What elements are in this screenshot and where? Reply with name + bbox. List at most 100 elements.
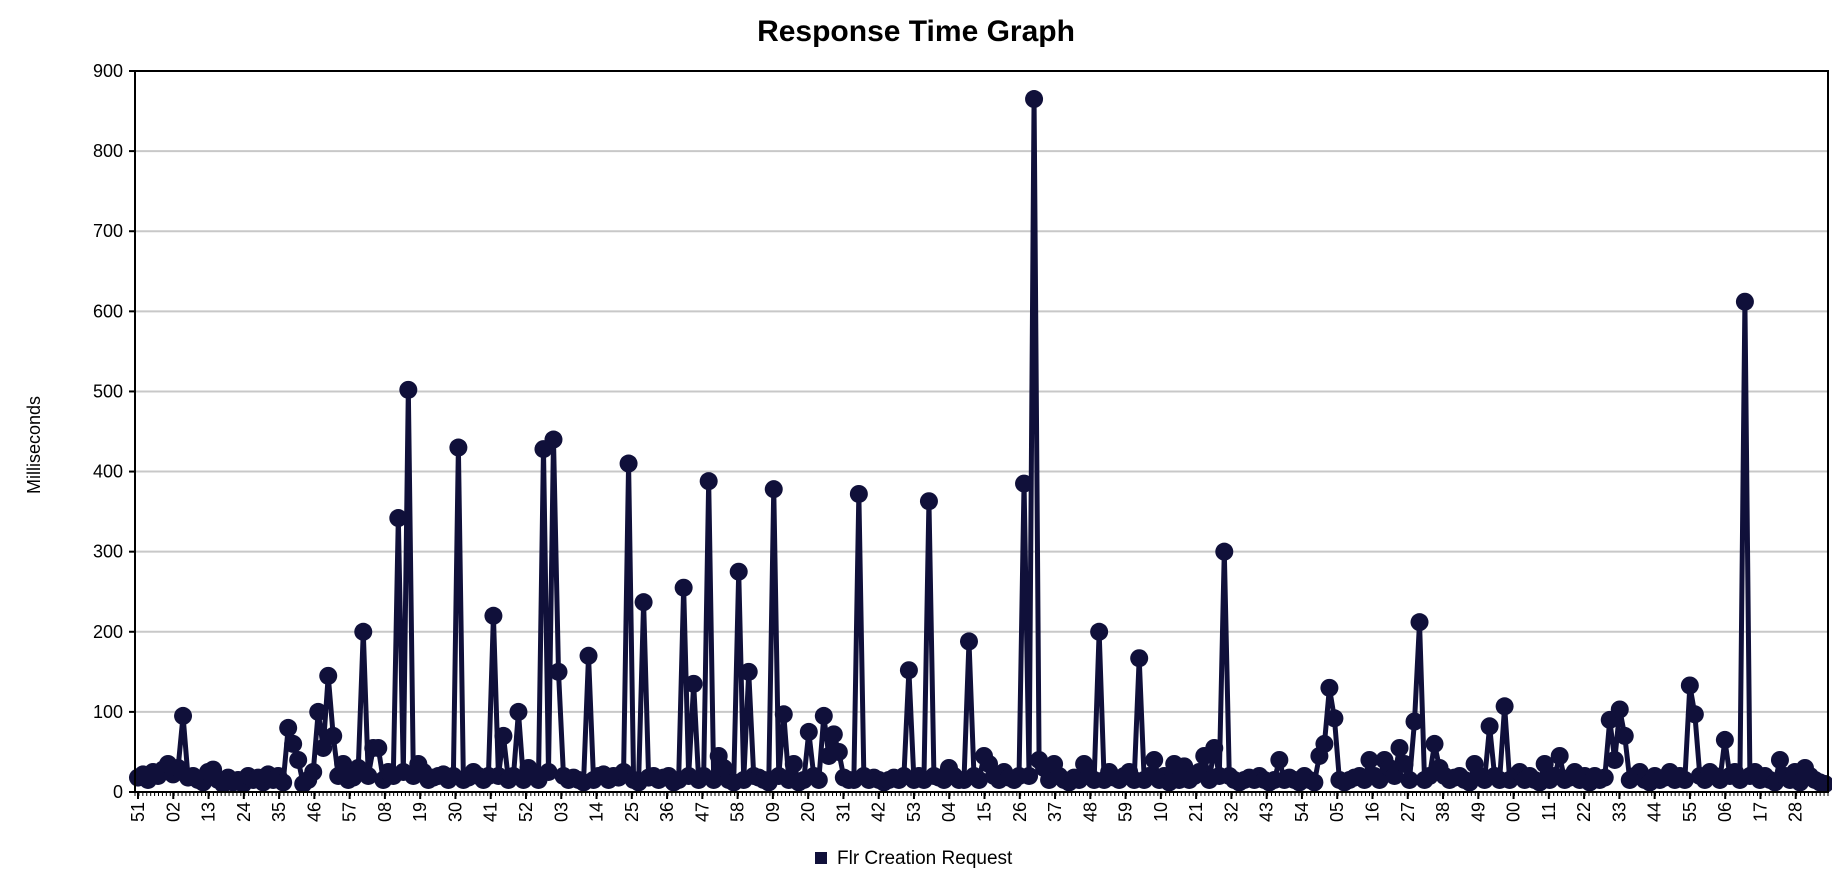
- data-point: [304, 762, 323, 781]
- data-point: [1025, 90, 1044, 109]
- y-tick-label: 300: [93, 542, 123, 562]
- x-tick-label: 04: [939, 802, 959, 822]
- data-point: [764, 480, 783, 499]
- data-point: [354, 622, 373, 641]
- x-tick-label: 28: [1786, 802, 1806, 822]
- x-tick-label: 59: [1116, 802, 1136, 822]
- x-tick-label: 35: [269, 802, 289, 822]
- x-tick-label: 06: [1715, 802, 1735, 822]
- y-tick-label: 500: [93, 381, 123, 401]
- x-tick-label: 46: [304, 802, 324, 822]
- data-point: [1675, 770, 1694, 789]
- x-tick-label: 38: [1433, 802, 1453, 822]
- data-point: [449, 438, 468, 457]
- data-point: [279, 718, 298, 737]
- x-tick-label: 14: [587, 802, 607, 822]
- data-point: [1595, 768, 1614, 787]
- y-tick-label: 400: [93, 462, 123, 482]
- x-tick-label: 49: [1468, 802, 1488, 822]
- data-point: [1315, 734, 1334, 753]
- x-tick-label: 24: [234, 802, 254, 822]
- x-tick-label: 20: [798, 802, 818, 822]
- legend-label: Flr Creation Request: [837, 848, 1013, 869]
- data-point: [389, 509, 408, 528]
- data-point: [484, 606, 503, 625]
- data-point: [824, 725, 843, 744]
- x-tick-label: 53: [904, 802, 924, 822]
- data-point: [1305, 773, 1324, 792]
- data-point: [959, 632, 978, 651]
- data-point: [494, 726, 513, 745]
- x-tick-label: 51: [128, 802, 148, 822]
- data-point: [729, 562, 748, 581]
- x-tick-label: 22: [1574, 802, 1594, 822]
- data-point: [809, 770, 828, 789]
- x-tick-label: 54: [1292, 802, 1312, 822]
- y-tick-label: 100: [93, 702, 123, 722]
- data-point: [1680, 676, 1699, 695]
- data-point: [1405, 712, 1424, 731]
- x-tick-label: 52: [516, 802, 536, 822]
- data-point: [1395, 754, 1414, 773]
- x-tick-label: 21: [1186, 802, 1206, 822]
- x-tick-label: 17: [1750, 802, 1770, 822]
- data-point: [1385, 766, 1404, 785]
- data-point: [579, 646, 598, 665]
- data-point: [539, 762, 558, 781]
- gridlines: [135, 150, 1828, 713]
- y-axis-label: Milliseconds: [24, 396, 44, 494]
- data-point: [509, 702, 528, 721]
- data-point: [1360, 750, 1379, 769]
- data-point: [1370, 770, 1389, 789]
- data-point: [1090, 622, 1109, 641]
- data-point: [684, 674, 703, 693]
- x-axis-ticks: 51 02 13 24 35 46 57 08 19 30 41 52 03 14 25 36 47 58 09 20…: [128, 792, 1829, 822]
- x-tick-label: 10: [1151, 802, 1171, 822]
- y-axis-ticks: 0 100 200 300 400 500 600 700 800 900: [93, 61, 135, 802]
- x-tick-label: 19: [410, 802, 430, 822]
- data-point: [1715, 730, 1734, 749]
- data-point: [544, 430, 563, 449]
- x-tick-label: 41: [481, 802, 501, 822]
- legend: Flr Creation Request: [815, 848, 1013, 869]
- data-point: [1480, 717, 1499, 736]
- x-tick-label: 08: [375, 802, 395, 822]
- data-point: [970, 770, 988, 789]
- series-flr-creation-request: [129, 90, 1832, 793]
- data-point: [919, 492, 938, 511]
- data-point: [1615, 726, 1634, 745]
- y-tick-label: 900: [93, 61, 123, 81]
- x-tick-label: 03: [551, 802, 571, 822]
- x-tick-label: 30: [445, 802, 465, 822]
- x-tick-label: 26: [1010, 802, 1030, 822]
- data-point: [634, 593, 653, 612]
- x-tick-label: 15: [975, 802, 995, 822]
- x-tick-label: 11: [1539, 802, 1559, 821]
- data-point: [324, 726, 343, 745]
- data-point: [319, 666, 338, 685]
- x-tick-label: 58: [728, 802, 748, 822]
- x-tick-label: 42: [869, 802, 889, 822]
- x-tick-label: 05: [1327, 802, 1347, 822]
- y-tick-label: 200: [93, 622, 123, 642]
- data-point: [309, 702, 328, 721]
- data-point: [334, 754, 353, 773]
- data-point: [774, 705, 793, 724]
- data-point: [1205, 738, 1224, 757]
- x-tick-label: 47: [692, 802, 712, 822]
- data-point: [1325, 709, 1344, 728]
- data-point: [549, 662, 568, 681]
- y-tick-label: 800: [93, 141, 123, 161]
- data-point: [1320, 678, 1339, 697]
- data-point: [1685, 705, 1704, 724]
- x-tick-label: 57: [340, 802, 360, 822]
- data-point: [284, 734, 303, 753]
- x-tick-label: 00: [1504, 802, 1524, 822]
- x-tick-label: 48: [1080, 802, 1100, 822]
- data-point: [1020, 766, 1039, 785]
- chart-title: Response Time Graph: [757, 15, 1075, 48]
- data-point: [1535, 754, 1554, 773]
- data-point: [1410, 613, 1429, 632]
- y-tick-label: 0: [113, 782, 123, 802]
